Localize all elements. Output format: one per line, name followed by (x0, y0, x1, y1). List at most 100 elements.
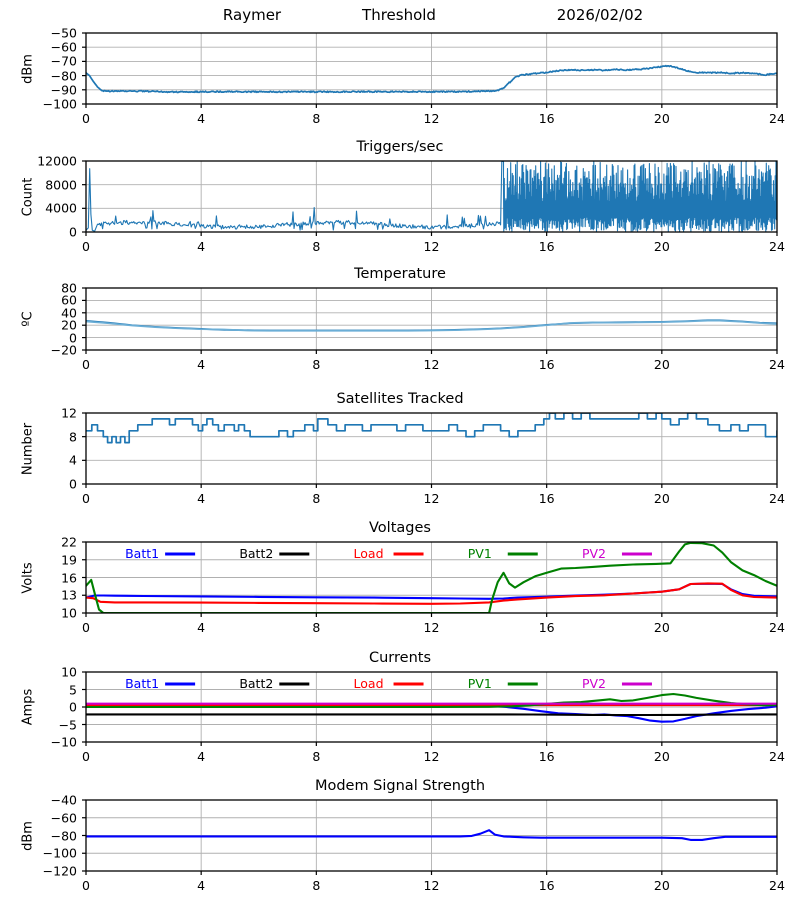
x-tick-modem-0: 0 (82, 878, 90, 893)
x-tick-satellites-3: 12 (423, 491, 440, 506)
x-tick-temperature-0: 0 (82, 357, 90, 372)
y-tick-temperature-3: 40 (61, 305, 77, 321)
legend-label-voltages-pv2[interactable]: PV2 (581, 546, 606, 561)
x-tick-satellites-1: 4 (197, 491, 206, 506)
x-tick-satellites-5: 20 (653, 491, 670, 506)
legend-label-currents-batt2[interactable]: Batt2 (239, 676, 274, 691)
x-tick-satellites-4: 16 (538, 491, 555, 506)
y-tick-threshold-3: −70 (50, 53, 77, 69)
chart-title-temperature: Temperature (354, 266, 446, 282)
x-tick-voltages-1: 4 (197, 620, 206, 635)
y-tick-modem-0: −120 (42, 863, 77, 879)
y-tick-voltages-0: 10 (61, 605, 77, 621)
x-tick-voltages-6: 24 (769, 620, 785, 635)
chart-title-triggers: Triggers/sec (356, 139, 444, 155)
x-tick-voltages-5: 20 (653, 620, 670, 635)
y-tick-threshold-1: −90 (50, 82, 77, 98)
x-tick-currents-5: 20 (653, 749, 670, 764)
x-tick-threshold-6: 24 (769, 111, 785, 126)
x-tick-triggers-5: 20 (653, 239, 670, 254)
legend-label-voltages-load[interactable]: Load (353, 546, 384, 561)
y-tick-triggers-1: 4000 (45, 200, 77, 216)
y-axis-label-modem: dBm (20, 820, 36, 851)
legend-label-voltages-batt1[interactable]: Batt1 (125, 546, 160, 561)
chart-title-voltages: Voltages (369, 520, 431, 536)
y-tick-threshold-2: −80 (50, 68, 77, 84)
y-tick-modem-1: −100 (42, 845, 77, 861)
y-tick-triggers-3: 12000 (37, 153, 77, 169)
y-axis-label-threshold: dBm (20, 53, 36, 84)
x-tick-modem-1: 4 (197, 878, 206, 893)
y-tick-temperature-5: 80 (61, 280, 77, 296)
y-tick-currents-4: 10 (61, 664, 77, 680)
x-tick-temperature-1: 4 (197, 357, 206, 372)
y-tick-threshold-4: −60 (50, 39, 77, 55)
legend-label-currents-pv2[interactable]: PV2 (581, 676, 606, 691)
y-axis-label-satellites: Number (20, 422, 36, 475)
legend-label-currents-batt1[interactable]: Batt1 (125, 676, 160, 691)
x-tick-triggers-3: 12 (423, 239, 440, 254)
y-tick-currents-1: −5 (58, 717, 77, 732)
y-tick-voltages-2: 16 (61, 570, 77, 585)
y-tick-voltages-1: 13 (61, 587, 77, 603)
x-tick-currents-1: 4 (197, 749, 206, 764)
legend-label-currents-load[interactable]: Load (353, 676, 384, 691)
x-tick-modem-6: 24 (769, 878, 785, 893)
y-tick-modem-3: −60 (50, 810, 77, 826)
x-tick-threshold-5: 20 (653, 111, 670, 126)
y-tick-modem-4: −40 (50, 792, 77, 808)
x-tick-satellites-0: 0 (82, 491, 90, 506)
y-axis-label-voltages: Volts (20, 561, 36, 594)
y-tick-threshold-0: −100 (42, 96, 77, 112)
x-tick-modem-5: 20 (653, 878, 670, 893)
x-tick-threshold-2: 8 (312, 111, 321, 126)
x-tick-currents-2: 8 (312, 749, 321, 764)
y-tick-triggers-0: 0 (69, 224, 77, 240)
x-tick-temperature-5: 20 (653, 357, 670, 372)
legend-label-currents-pv1[interactable]: PV1 (467, 676, 492, 691)
y-axis-label-triggers: Count (20, 177, 36, 216)
x-tick-voltages-4: 16 (538, 620, 555, 635)
x-tick-voltages-0: 0 (82, 620, 90, 635)
y-tick-satellites-2: 8 (69, 429, 77, 445)
y-tick-satellites-1: 4 (69, 452, 77, 468)
x-tick-satellites-2: 8 (312, 491, 321, 506)
y-tick-satellites-3: 12 (61, 405, 77, 421)
x-tick-currents-0: 0 (82, 749, 90, 764)
legend-label-voltages-batt2[interactable]: Batt2 (239, 546, 274, 561)
y-tick-voltages-4: 22 (61, 534, 77, 550)
x-tick-threshold-4: 16 (538, 111, 555, 126)
x-tick-temperature-3: 12 (423, 357, 440, 372)
x-tick-threshold-0: 0 (82, 111, 90, 126)
legend-label-voltages-pv1[interactable]: PV1 (467, 546, 492, 561)
y-tick-temperature-0: −20 (50, 342, 77, 358)
chart-title-satellites: Satellites Tracked (336, 391, 464, 407)
x-tick-modem-3: 12 (423, 878, 440, 893)
suptitle-row: Raymer Threshold 2026/02/02 (0, 6, 800, 28)
suptitle-1: Threshold (362, 6, 436, 24)
y-tick-temperature-4: 60 (61, 292, 77, 308)
chart-title-modem: Modem Signal Strength (314, 778, 486, 794)
x-tick-triggers-0: 0 (82, 239, 90, 254)
x-tick-triggers-4: 16 (538, 239, 555, 254)
x-tick-voltages-3: 12 (423, 620, 440, 635)
x-tick-temperature-2: 8 (312, 357, 321, 372)
x-tick-currents-6: 24 (769, 749, 785, 764)
y-axis-label-currents: Amps (20, 688, 36, 726)
y-tick-currents-0: −10 (50, 734, 77, 750)
chart-title-currents: Currents (368, 650, 431, 666)
y-tick-satellites-0: 0 (69, 476, 77, 492)
y-tick-voltages-3: 19 (61, 552, 77, 568)
x-tick-triggers-6: 24 (769, 239, 785, 254)
x-tick-satellites-6: 24 (769, 491, 785, 506)
y-axis-label-temperature: ºC (20, 311, 36, 327)
